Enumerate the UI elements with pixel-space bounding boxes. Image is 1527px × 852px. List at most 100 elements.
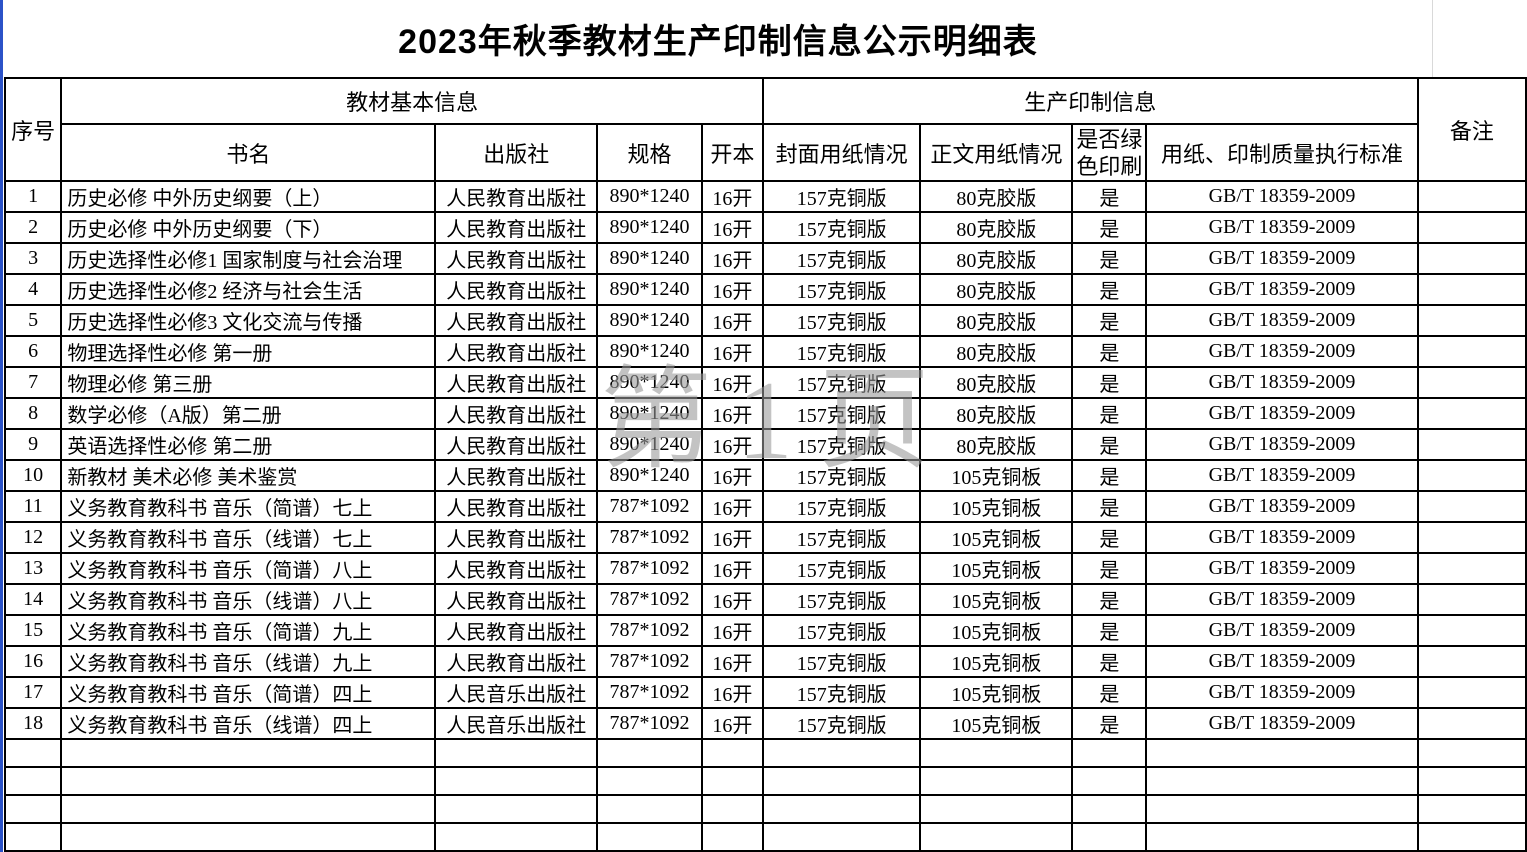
empty-cell[interactable] bbox=[919, 794, 1074, 824]
cell-remark[interactable] bbox=[1416, 614, 1527, 647]
cell-green-print[interactable]: 是 bbox=[1071, 707, 1148, 740]
cell-book-name[interactable]: 历史选择性必修2 经济与社会生活 bbox=[60, 273, 437, 306]
cell-remark[interactable] bbox=[1416, 459, 1527, 492]
cell-green-print[interactable]: 是 bbox=[1071, 583, 1148, 616]
cell-publisher[interactable]: 人民教育出版社 bbox=[434, 273, 599, 306]
cell-publisher[interactable]: 人民教育出版社 bbox=[434, 645, 599, 678]
cell-green-print[interactable]: 是 bbox=[1071, 521, 1148, 554]
cell-book-name[interactable]: 英语选择性必修 第二册 bbox=[60, 428, 437, 461]
cell-cover-paper[interactable]: 157克铜版 bbox=[761, 645, 922, 678]
cell-cover-paper[interactable]: 157克铜版 bbox=[761, 459, 922, 492]
cell-serial[interactable]: 9 bbox=[3, 428, 63, 461]
cell-publisher[interactable]: 人民教育出版社 bbox=[434, 552, 599, 585]
cell-body-paper[interactable]: 105克铜板 bbox=[919, 459, 1074, 492]
cell-spec[interactable]: 787*1092 bbox=[596, 583, 703, 616]
cell-spec[interactable]: 787*1092 bbox=[596, 614, 703, 647]
cell-book-name[interactable]: 义务教育教科书 音乐（线谱）四上 bbox=[60, 707, 437, 740]
cell-standard[interactable]: GB/T 18359-2009 bbox=[1145, 676, 1419, 709]
cell-format[interactable]: 16开 bbox=[700, 428, 764, 461]
cell-spec[interactable]: 890*1240 bbox=[596, 335, 703, 368]
cell-spec[interactable]: 890*1240 bbox=[596, 397, 703, 430]
cell-publisher[interactable]: 人民教育出版社 bbox=[434, 428, 599, 461]
cell-standard[interactable]: GB/T 18359-2009 bbox=[1145, 180, 1419, 213]
cell-format[interactable]: 16开 bbox=[700, 211, 764, 244]
empty-cell[interactable] bbox=[761, 738, 922, 768]
cell-publisher[interactable]: 人民教育出版社 bbox=[434, 180, 599, 213]
cell-publisher[interactable]: 人民教育出版社 bbox=[434, 397, 599, 430]
cell-green-print[interactable]: 是 bbox=[1071, 180, 1148, 213]
cell-standard[interactable]: GB/T 18359-2009 bbox=[1145, 459, 1419, 492]
empty-cell[interactable] bbox=[596, 766, 703, 796]
cell-book-name[interactable]: 历史选择性必修1 国家制度与社会治理 bbox=[60, 242, 437, 275]
cell-book-name[interactable]: 义务教育教科书 音乐（简谱）七上 bbox=[60, 490, 437, 523]
cell-remark[interactable] bbox=[1416, 366, 1527, 399]
cell-body-paper[interactable]: 80克胶版 bbox=[919, 428, 1074, 461]
empty-cell[interactable] bbox=[434, 766, 599, 796]
cell-book-name[interactable]: 义务教育教科书 音乐（线谱）八上 bbox=[60, 583, 437, 616]
cell-publisher[interactable]: 人民教育出版社 bbox=[434, 521, 599, 554]
cell-remark[interactable] bbox=[1416, 645, 1527, 678]
empty-cell[interactable] bbox=[3, 766, 63, 796]
cell-standard[interactable]: GB/T 18359-2009 bbox=[1145, 211, 1419, 244]
header-serial[interactable]: 序号 bbox=[3, 77, 63, 182]
cell-remark[interactable] bbox=[1416, 397, 1527, 430]
empty-cell[interactable] bbox=[3, 738, 63, 768]
header-spec[interactable]: 规格 bbox=[596, 123, 703, 182]
cell-book-name[interactable]: 物理选择性必修 第一册 bbox=[60, 335, 437, 368]
cell-publisher[interactable]: 人民教育出版社 bbox=[434, 335, 599, 368]
cell-spec[interactable]: 890*1240 bbox=[596, 428, 703, 461]
cell-spec[interactable]: 890*1240 bbox=[596, 211, 703, 244]
cell-format[interactable]: 16开 bbox=[700, 583, 764, 616]
cell-cover-paper[interactable]: 157克铜版 bbox=[761, 397, 922, 430]
cell-cover-paper[interactable]: 157克铜版 bbox=[761, 366, 922, 399]
empty-cell[interactable] bbox=[919, 766, 1074, 796]
cell-green-print[interactable]: 是 bbox=[1071, 614, 1148, 647]
cell-serial[interactable]: 15 bbox=[3, 614, 63, 647]
empty-cell[interactable] bbox=[60, 738, 437, 768]
empty-cell[interactable] bbox=[1145, 822, 1419, 852]
cell-publisher[interactable]: 人民音乐出版社 bbox=[434, 676, 599, 709]
empty-cell[interactable] bbox=[761, 822, 922, 852]
cell-cover-paper[interactable]: 157克铜版 bbox=[761, 707, 922, 740]
cell-green-print[interactable]: 是 bbox=[1071, 397, 1148, 430]
cell-serial[interactable]: 11 bbox=[3, 490, 63, 523]
cell-book-name[interactable]: 义务教育教科书 音乐（简谱）四上 bbox=[60, 676, 437, 709]
cell-book-name[interactable]: 义务教育教科书 音乐（简谱）八上 bbox=[60, 552, 437, 585]
cell-book-name[interactable]: 历史必修 中外历史纲要（上） bbox=[60, 180, 437, 213]
cell-cover-paper[interactable]: 157克铜版 bbox=[761, 583, 922, 616]
cell-body-paper[interactable]: 80克胶版 bbox=[919, 366, 1074, 399]
cell-body-paper[interactable]: 105克铜板 bbox=[919, 552, 1074, 585]
empty-cell[interactable] bbox=[1145, 794, 1419, 824]
cell-standard[interactable]: GB/T 18359-2009 bbox=[1145, 335, 1419, 368]
empty-cell[interactable] bbox=[1416, 794, 1527, 824]
cell-book-name[interactable]: 义务教育教科书 音乐（简谱）九上 bbox=[60, 614, 437, 647]
cell-spec[interactable]: 890*1240 bbox=[596, 366, 703, 399]
cell-spec[interactable]: 787*1092 bbox=[596, 521, 703, 554]
cell-standard[interactable]: GB/T 18359-2009 bbox=[1145, 304, 1419, 337]
cell-standard[interactable]: GB/T 18359-2009 bbox=[1145, 614, 1419, 647]
cell-body-paper[interactable]: 80克胶版 bbox=[919, 211, 1074, 244]
cell-body-paper[interactable]: 80克胶版 bbox=[919, 335, 1074, 368]
cell-remark[interactable] bbox=[1416, 552, 1527, 585]
empty-cell[interactable] bbox=[761, 766, 922, 796]
empty-cell[interactable] bbox=[700, 738, 764, 768]
empty-cell[interactable] bbox=[919, 738, 1074, 768]
empty-cell[interactable] bbox=[1416, 738, 1527, 768]
cell-serial[interactable]: 10 bbox=[3, 459, 63, 492]
empty-cell[interactable] bbox=[434, 822, 599, 852]
cell-standard[interactable]: GB/T 18359-2009 bbox=[1145, 552, 1419, 585]
cell-spec[interactable]: 890*1240 bbox=[596, 242, 703, 275]
cell-green-print[interactable]: 是 bbox=[1071, 335, 1148, 368]
cell-remark[interactable] bbox=[1416, 490, 1527, 523]
cell-publisher[interactable]: 人民教育出版社 bbox=[434, 211, 599, 244]
empty-cell[interactable] bbox=[1416, 822, 1527, 852]
empty-cell[interactable] bbox=[434, 794, 599, 824]
empty-cell[interactable] bbox=[700, 766, 764, 796]
empty-cell[interactable] bbox=[596, 822, 703, 852]
cell-cover-paper[interactable]: 157克铜版 bbox=[761, 614, 922, 647]
cell-body-paper[interactable]: 80克胶版 bbox=[919, 304, 1074, 337]
cell-book-name[interactable]: 义务教育教科书 音乐（线谱）九上 bbox=[60, 645, 437, 678]
empty-cell[interactable] bbox=[596, 794, 703, 824]
cell-cover-paper[interactable]: 157克铜版 bbox=[761, 304, 922, 337]
cell-remark[interactable] bbox=[1416, 242, 1527, 275]
